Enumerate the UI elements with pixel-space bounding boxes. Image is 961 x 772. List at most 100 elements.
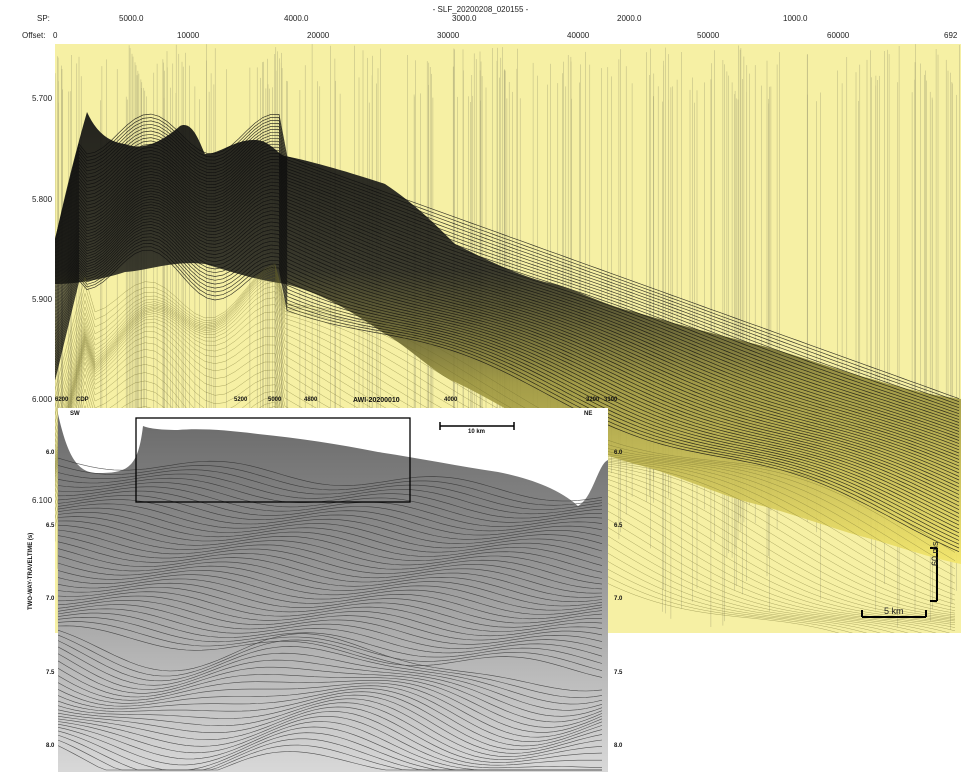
reflector-line [55,165,960,451]
inset-reflector-line [58,660,603,723]
offset-axis-label: Offset: [22,31,46,40]
inset-reflector-line [58,574,603,615]
inset-reflector-line [58,477,603,519]
inset-cdp-tick: 4800 [304,397,318,403]
inset-reflector-line [58,612,603,657]
reflector-line [55,239,960,541]
inset-sw-label: SW [70,411,80,417]
inset-cdp-tick: 5000 [268,397,282,403]
reflector-line [55,175,960,460]
reflector-line [55,206,960,499]
inset-reflector-line [58,499,603,540]
reflector-line [55,123,960,409]
reflector-line [55,126,960,412]
reflector-line [55,137,960,423]
reflector-line [55,204,960,495]
inset-reflector-line [58,535,603,590]
profile-title: - SLF_20200208_020155 - [432,5,529,14]
offset-tick: 10000 [177,31,200,40]
inset-title: AWI-20200010 [353,397,400,404]
inset-right-y-tick: 6.5 [614,523,623,529]
inset-reflector-line [58,668,603,728]
offset-tick: 692 [944,31,958,40]
inset-right-y-tick: 8.0 [614,743,623,749]
inset-ne-label: NE [584,411,593,417]
inset-reflector-line [58,591,603,632]
inset-reflector-line [58,548,603,598]
inset-reflector-line [58,621,603,671]
reflector-line [55,117,960,403]
offset-tick: 60000 [827,31,850,40]
inset-reflector-line [58,604,603,645]
upper-y-tick: 5.900 [32,295,53,304]
inset-cdp-tick: 5200 [234,397,248,403]
inset-reflector-line [58,595,603,637]
reflector-line [55,236,960,537]
inset-right-y-tick: 6.0 [614,450,623,456]
inset-reflector-line [58,691,603,751]
reflector-line [55,230,960,530]
reflector-line [55,243,960,545]
inset-reflector-line [58,578,603,620]
inset-reflector-line [58,640,603,705]
inset-reflector-line [58,587,602,628]
inset-right-y-tick: 7.0 [614,596,623,602]
reflector-line [55,146,960,432]
reflector-line [55,249,960,553]
inset-left-y-tick: 7.5 [46,670,55,676]
reflector-line [55,196,960,484]
inset-reflector-line [58,616,603,664]
inset-reflector-line [58,555,603,603]
upper-y-tick: 6.000 [32,395,53,404]
faint-reflector-line [55,266,956,569]
offset-tick: 50000 [697,31,720,40]
sp-tick: 4000.0 [284,14,309,23]
inset-reflector-line [58,512,603,559]
inset-reflector-line [58,694,603,754]
inset-reflector-line [58,634,603,698]
inset-right-y-tick: 7.5 [614,670,623,676]
inset-reflector-line [58,646,603,711]
reflector-line [55,159,960,444]
inset-reflector-line [58,682,603,738]
inset-reflector-line [58,711,602,766]
inset-reflector-line [58,490,603,532]
sp-tick: 1000.0 [783,14,808,23]
inset-seismic-profile [58,408,608,772]
inset-reflector-line [58,629,603,692]
inset-reflector-line [58,608,603,650]
reflector-line [55,201,960,492]
inset-reflector-line [58,503,603,545]
reflector-line [55,143,960,429]
reflector-line [55,246,960,549]
inset-cdp-tick: 3100 [604,397,618,403]
reflector-line [55,221,960,518]
offset-tick: 40000 [567,31,590,40]
offset-tick: 30000 [437,31,460,40]
upper-y-tick: 5.800 [32,195,53,204]
inset-reflector-line [58,486,603,527]
inset-reflector-line [58,482,603,523]
reflector-line [55,134,960,420]
vertical-scale-label: 60 ms [930,541,940,566]
inset-cdp-label: CDP [76,397,89,403]
inset-reflector-line [58,507,603,552]
reflector-line [55,129,960,415]
faint-reflector-line [55,263,956,553]
reflector-line [55,171,960,457]
inset-reflector-line [58,465,603,506]
reflector-line [55,162,960,448]
inset-left-y-tick: 7.0 [46,596,55,602]
offset-tick: 20000 [307,31,330,40]
inset-reflector-line [58,541,603,594]
reflector-line [55,215,960,511]
inset-reflector-line [58,529,603,585]
inset-reflector-line [58,524,603,579]
reflector-line [55,224,960,522]
inset-reflector-line [58,570,603,611]
inset-reflector-line [58,653,603,717]
reflector-line [55,152,960,438]
inset-cdp-tick: 4000 [444,397,458,403]
reflector-line [55,198,960,488]
upper-y-tick: 6.100 [32,496,53,505]
